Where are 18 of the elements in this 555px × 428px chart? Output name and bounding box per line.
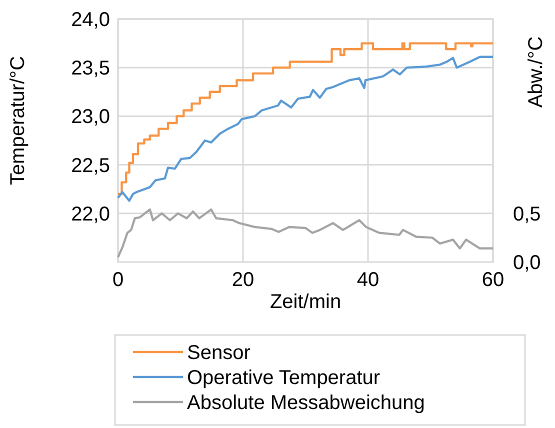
y-tick-label: 23,0 (71, 106, 110, 128)
y-axis-title: Temperatur/°C (7, 56, 29, 186)
y-tick-label: 24,0 (71, 9, 110, 31)
line-series (116, 208, 494, 258)
y-tick-label: 22,0 (71, 203, 110, 226)
x-axis-title: Zeit/min (270, 291, 342, 313)
y2-tick-label: 0,0 (513, 252, 541, 274)
legend-label: Sensor (187, 342, 251, 364)
y2-axis-title: Abw./°C (525, 36, 547, 108)
legend-label: Operative Temperatur (187, 367, 380, 389)
y-tick-label: 22,5 (71, 154, 110, 177)
legend-label: Absolute Messabweichung (187, 392, 425, 414)
y2-tick-label: 0,5 (513, 203, 541, 226)
x-tick-label: 0 (112, 269, 124, 291)
x-tick-label: 60 (482, 269, 504, 291)
x-tick-label: 20 (232, 269, 254, 291)
y-tick-label: 23,5 (71, 58, 110, 80)
x-tick-label: 40 (356, 269, 380, 291)
